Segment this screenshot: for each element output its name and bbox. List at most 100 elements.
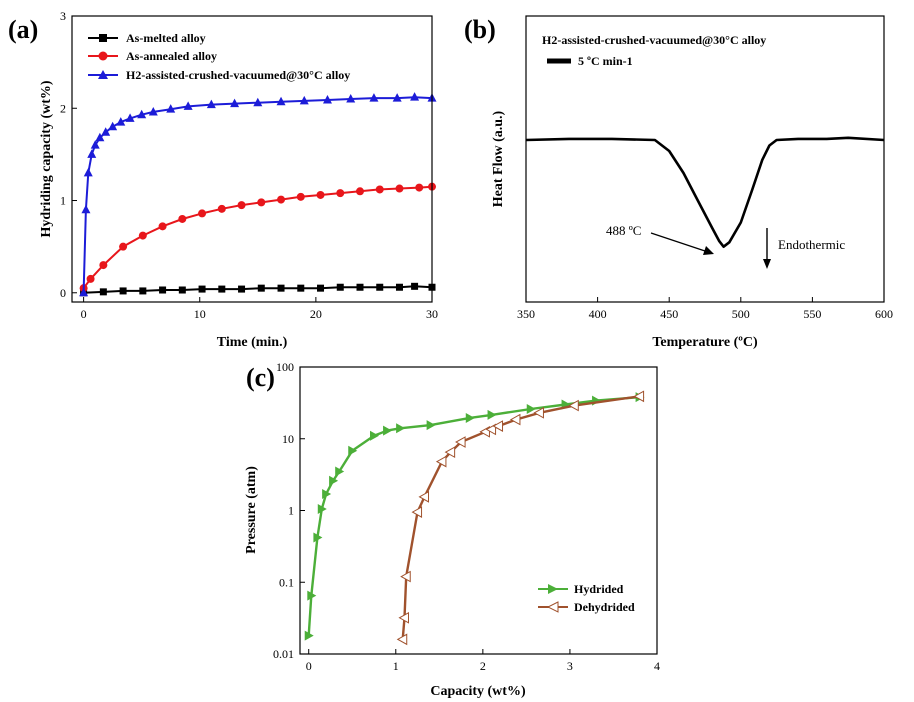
data-point-h2-assisted-crushed-vacuumed-30-c-alloy	[116, 117, 126, 126]
data-point-as-annealed-alloy	[178, 214, 187, 223]
data-point-as-annealed-alloy	[336, 189, 345, 198]
data-point-hydrided	[348, 445, 358, 456]
data-point-hydrided	[329, 475, 339, 486]
legend-marker-as-melted	[99, 34, 107, 42]
data-point-as-annealed-alloy	[119, 242, 128, 251]
data-point-dehydrided	[533, 406, 544, 419]
data-point-as-melted-alloy	[297, 284, 305, 292]
legend-marker-h2-assisted	[98, 70, 108, 79]
panel-a-legend: As-melted alloy As-annealed alloy H2-ass…	[88, 31, 350, 82]
x-tick-label: 3	[567, 659, 573, 673]
y-tick-label: 1	[288, 504, 294, 518]
data-point-h2-assisted-crushed-vacuumed-30-c-alloy	[183, 101, 193, 110]
data-point-as-melted-alloy	[238, 285, 246, 293]
legend-label-h2-assisted: H2-assisted-crushed-vacuumed@30°C alloy	[126, 68, 350, 82]
panel-b-legend-label: 5 ºC min-1	[578, 54, 633, 68]
y-tick-label: 10	[282, 432, 294, 446]
data-point-h2-assisted-crushed-vacuumed-30-c-alloy	[95, 132, 105, 142]
data-point-as-melted-alloy	[257, 284, 265, 292]
panel-label-a: (a)	[8, 15, 38, 44]
x-tick-label: 550	[803, 307, 821, 321]
panel-b-title: H2-assisted-crushed-vacuumed@30°C alloy	[542, 33, 766, 47]
peak-annotation-label: 488 ºC	[606, 223, 641, 238]
data-point-dehydrided	[444, 446, 456, 459]
panel-label-c: (c)	[246, 363, 275, 392]
data-point-as-melted-alloy	[395, 283, 403, 291]
legend-label-dehydrided: Dehydrided	[574, 600, 635, 614]
data-point-h2-assisted-crushed-vacuumed-30-c-alloy	[101, 127, 111, 136]
data-point-as-annealed-alloy	[316, 190, 325, 199]
panel-b-dsc: 350 400 450 500 550 600 Temperature (ºC) Heat…	[491, 15, 893, 350]
data-point-as-annealed-alloy	[237, 201, 246, 210]
data-point-as-melted-alloy	[218, 285, 226, 293]
data-point-dehydrided	[418, 490, 430, 503]
data-point-as-annealed-alloy	[86, 274, 95, 283]
data-point-h2-assisted-crushed-vacuumed-30-c-alloy	[276, 96, 286, 106]
data-point-h2-assisted-crushed-vacuumed-30-c-alloy	[166, 104, 176, 113]
data-point-hydrided	[307, 590, 317, 601]
data-point-as-melted-alloy	[99, 288, 107, 296]
data-point-h2-assisted-crushed-vacuumed-30-c-alloy	[90, 140, 100, 149]
data-point-as-melted-alloy	[198, 285, 206, 293]
data-point-h2-assisted-crushed-vacuumed-30-c-alloy	[206, 99, 216, 109]
y-tick-label: 2	[60, 101, 66, 115]
legend-label-as-melted: As-melted alloy	[126, 31, 206, 45]
data-point-as-annealed-alloy	[99, 261, 108, 270]
data-point-h2-assisted-crushed-vacuumed-30-c-alloy	[83, 167, 93, 177]
data-point-as-annealed-alloy	[356, 187, 364, 196]
series-line-hydrided	[307, 396, 640, 636]
panel-c-series	[304, 390, 645, 646]
panel-c-ticks: 0 1 2 3 4 0.01 0.1 1 10 100	[273, 360, 660, 673]
panel-b-xlabel: Temperature (ºC)	[652, 335, 758, 350]
data-point-hydrided	[370, 430, 380, 441]
legend-marker-dehydrided	[546, 601, 559, 613]
data-point-as-melted-alloy	[317, 284, 325, 292]
data-point-hydrided	[465, 412, 475, 423]
panel-label-b: (b)	[464, 15, 496, 44]
panel-a-frame	[71, 15, 433, 303]
data-point-hydrided	[526, 403, 536, 414]
legend-marker-as-annealed	[98, 51, 108, 61]
x-tick-label: 2	[480, 659, 486, 673]
data-point-dehydrided	[455, 436, 466, 448]
data-point-as-annealed-alloy	[415, 183, 424, 192]
panel-a-ylabel: Hydriding capacity (wt%)	[39, 80, 54, 237]
data-point-as-annealed-alloy	[158, 222, 167, 231]
data-point-h2-assisted-crushed-vacuumed-30-c-alloy	[392, 93, 402, 102]
data-point-dehydrided	[411, 506, 423, 518]
data-point-h2-assisted-crushed-vacuumed-30-c-alloy	[322, 94, 332, 104]
data-point-h2-assisted-crushed-vacuumed-30-c-alloy	[125, 113, 135, 122]
data-point-as-melted-alloy	[119, 287, 127, 295]
data-point-dehydrided	[633, 390, 645, 403]
y-tick-label: 3	[60, 9, 66, 23]
data-point-h2-assisted-crushed-vacuumed-30-c-alloy	[346, 94, 356, 103]
panel-a-xlabel: Time (min.)	[217, 335, 288, 350]
x-tick-label: 1	[393, 659, 399, 673]
data-point-dehydrided	[568, 399, 579, 412]
data-point-as-annealed-alloy	[395, 184, 404, 193]
x-tick-label: 0	[306, 659, 312, 673]
data-point-dehydrided	[396, 633, 408, 646]
data-point-dehydrided	[485, 423, 497, 436]
legend-label-as-annealed: As-annealed alloy	[126, 49, 217, 63]
data-point-as-melted-alloy	[178, 286, 186, 294]
endothermic-arrowhead	[763, 259, 771, 269]
data-point-hydrided	[592, 395, 602, 406]
x-tick-label: 500	[732, 307, 750, 321]
x-tick-label: 450	[660, 307, 678, 321]
peak-annotation-arrow	[650, 232, 706, 252]
data-point-hydrided	[383, 425, 393, 436]
panel-a-hydriding-kinetics: 0 10 20 30 0 1 2 3 Time (min.) Hydriding capaci…	[39, 9, 438, 350]
data-point-h2-assisted-crushed-vacuumed-30-c-alloy	[230, 98, 240, 108]
data-point-as-melted-alloy	[277, 284, 285, 292]
x-tick-label: 600	[875, 307, 893, 321]
y-tick-label: 0.01	[273, 647, 294, 661]
data-point-h2-assisted-crushed-vacuumed-30-c-alloy	[137, 109, 147, 119]
data-point-hydrided	[396, 423, 406, 434]
data-point-dehydrided	[400, 570, 411, 583]
data-point-hydrided	[313, 532, 323, 543]
data-point-dehydrided	[509, 413, 521, 426]
data-point-h2-assisted-crushed-vacuumed-30-c-alloy	[148, 106, 158, 116]
x-tick-label: 400	[589, 307, 607, 321]
